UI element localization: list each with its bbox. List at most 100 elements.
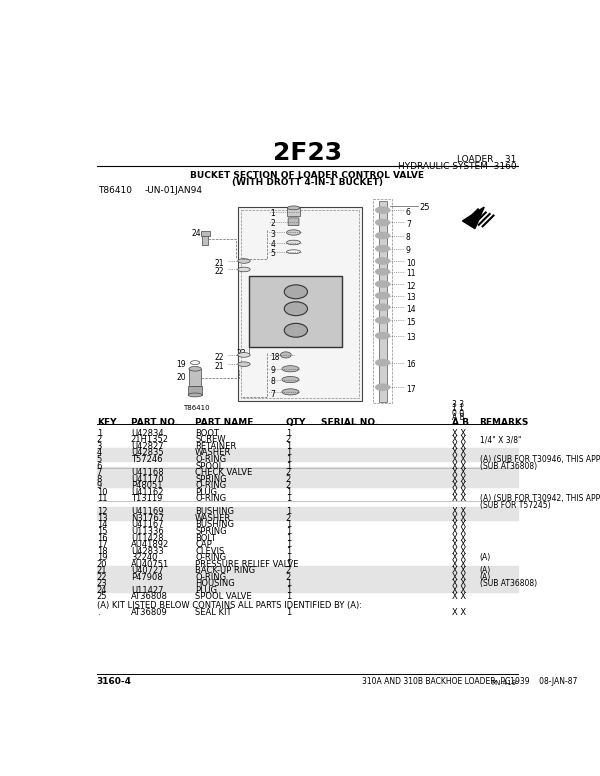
Text: 15: 15 xyxy=(97,527,107,536)
Text: 2: 2 xyxy=(286,435,291,445)
Text: RETAINER: RETAINER xyxy=(195,442,236,451)
Text: 16: 16 xyxy=(97,534,107,542)
Text: (A) (SUB FOR T30942, THIS APPLICATION): (A) (SUB FOR T30942, THIS APPLICATION) xyxy=(479,494,600,504)
Text: O-RING: O-RING xyxy=(195,481,226,490)
Text: 12: 12 xyxy=(97,508,107,516)
Bar xyxy=(97,585,518,591)
Text: WASHER: WASHER xyxy=(195,449,232,458)
Text: KEY: KEY xyxy=(97,418,116,427)
Text: 2: 2 xyxy=(286,468,291,477)
Text: 1/4" X 3/8": 1/4" X 3/8" xyxy=(479,435,521,445)
Ellipse shape xyxy=(284,302,308,316)
Text: 2: 2 xyxy=(271,220,275,228)
Bar xyxy=(97,507,518,513)
Ellipse shape xyxy=(376,293,389,299)
Bar xyxy=(241,210,359,398)
Text: BUSHING: BUSHING xyxy=(195,521,234,529)
Text: SPOOL VALVE: SPOOL VALVE xyxy=(195,592,252,601)
Ellipse shape xyxy=(287,241,301,244)
Text: 2: 2 xyxy=(97,435,102,445)
Text: HOUSING: HOUSING xyxy=(195,580,235,588)
Text: 6: 6 xyxy=(97,462,102,470)
Text: P47908: P47908 xyxy=(131,573,163,582)
Text: (WITH DROTT 4-IN-1 BUCKET): (WITH DROTT 4-IN-1 BUCKET) xyxy=(232,178,383,187)
Text: 1: 1 xyxy=(97,429,102,438)
Text: 11: 11 xyxy=(406,269,415,279)
Text: U42834: U42834 xyxy=(131,429,163,438)
Ellipse shape xyxy=(376,384,389,390)
Text: (A): (A) xyxy=(479,566,491,575)
Text: U41167: U41167 xyxy=(131,521,163,529)
Text: (A): (A) xyxy=(479,573,491,582)
Ellipse shape xyxy=(376,258,389,264)
Text: 1: 1 xyxy=(286,534,291,542)
Text: 11: 11 xyxy=(97,494,107,504)
Text: 20: 20 xyxy=(176,373,186,383)
Ellipse shape xyxy=(376,281,389,287)
Text: AT36809: AT36809 xyxy=(131,608,167,617)
Text: 15: 15 xyxy=(406,318,416,327)
Text: X X: X X xyxy=(452,534,467,542)
Text: PART NO.: PART NO. xyxy=(131,418,178,427)
Text: X X: X X xyxy=(452,481,467,490)
Text: BUSHING: BUSHING xyxy=(195,508,234,516)
Text: 3160-4: 3160-4 xyxy=(97,677,132,686)
Text: 16: 16 xyxy=(406,360,416,369)
Text: LOADER    31: LOADER 31 xyxy=(457,154,517,164)
Text: 18: 18 xyxy=(97,546,107,556)
Text: U41169: U41169 xyxy=(131,508,163,516)
Text: 21: 21 xyxy=(215,362,224,371)
Text: 25: 25 xyxy=(419,203,430,212)
Text: 17: 17 xyxy=(406,385,416,394)
Text: X X: X X xyxy=(452,494,467,504)
Text: 1: 1 xyxy=(271,210,275,218)
Bar xyxy=(379,201,386,402)
Text: A B: A B xyxy=(452,414,465,422)
Text: PLUG: PLUG xyxy=(195,586,217,595)
Text: AU41892: AU41892 xyxy=(131,540,169,549)
Text: 22: 22 xyxy=(97,573,107,582)
Ellipse shape xyxy=(188,393,202,397)
Text: BOLT: BOLT xyxy=(195,534,216,542)
Text: O-RING: O-RING xyxy=(195,494,226,504)
Bar xyxy=(250,276,343,347)
Text: PRESSURE RELIEF VALVE: PRESSURE RELIEF VALVE xyxy=(195,559,299,569)
Text: 2: 2 xyxy=(286,475,291,483)
Text: 9: 9 xyxy=(97,481,102,490)
Text: AT36808: AT36808 xyxy=(131,592,167,601)
Ellipse shape xyxy=(376,304,389,310)
Text: 1: 1 xyxy=(286,608,291,617)
Text: 1: 1 xyxy=(286,546,291,556)
Text: 13: 13 xyxy=(406,293,416,303)
Text: X X: X X xyxy=(452,508,467,516)
Text: 3: 3 xyxy=(271,230,275,239)
Text: X X: X X xyxy=(452,521,467,529)
Text: O-RING: O-RING xyxy=(195,573,226,582)
Text: 7: 7 xyxy=(406,220,411,229)
Text: X X: X X xyxy=(452,488,467,497)
Text: 5: 5 xyxy=(97,455,102,464)
Text: O-RING: O-RING xyxy=(195,553,226,562)
Text: 1 1: 1 1 xyxy=(452,404,464,413)
Text: .: . xyxy=(97,608,100,617)
Bar xyxy=(200,231,210,236)
Text: 6: 6 xyxy=(406,208,411,217)
Text: 1: 1 xyxy=(286,455,291,464)
Text: X X: X X xyxy=(452,586,467,595)
Bar xyxy=(97,566,518,572)
Ellipse shape xyxy=(280,352,291,358)
Text: 2: 2 xyxy=(286,566,291,575)
Text: X X: X X xyxy=(452,449,467,458)
Text: AU40751: AU40751 xyxy=(131,559,169,569)
Text: U40727: U40727 xyxy=(131,566,163,575)
Text: 1: 1 xyxy=(286,488,291,497)
Text: U11427: U11427 xyxy=(131,586,163,595)
Text: 4: 4 xyxy=(271,241,275,249)
Ellipse shape xyxy=(376,333,389,339)
Bar xyxy=(189,369,202,386)
Text: 22: 22 xyxy=(215,352,224,362)
Text: 3 3: 3 3 xyxy=(452,400,464,409)
Text: PLUG: PLUG xyxy=(195,488,217,497)
Bar xyxy=(97,572,518,579)
Ellipse shape xyxy=(287,230,301,235)
